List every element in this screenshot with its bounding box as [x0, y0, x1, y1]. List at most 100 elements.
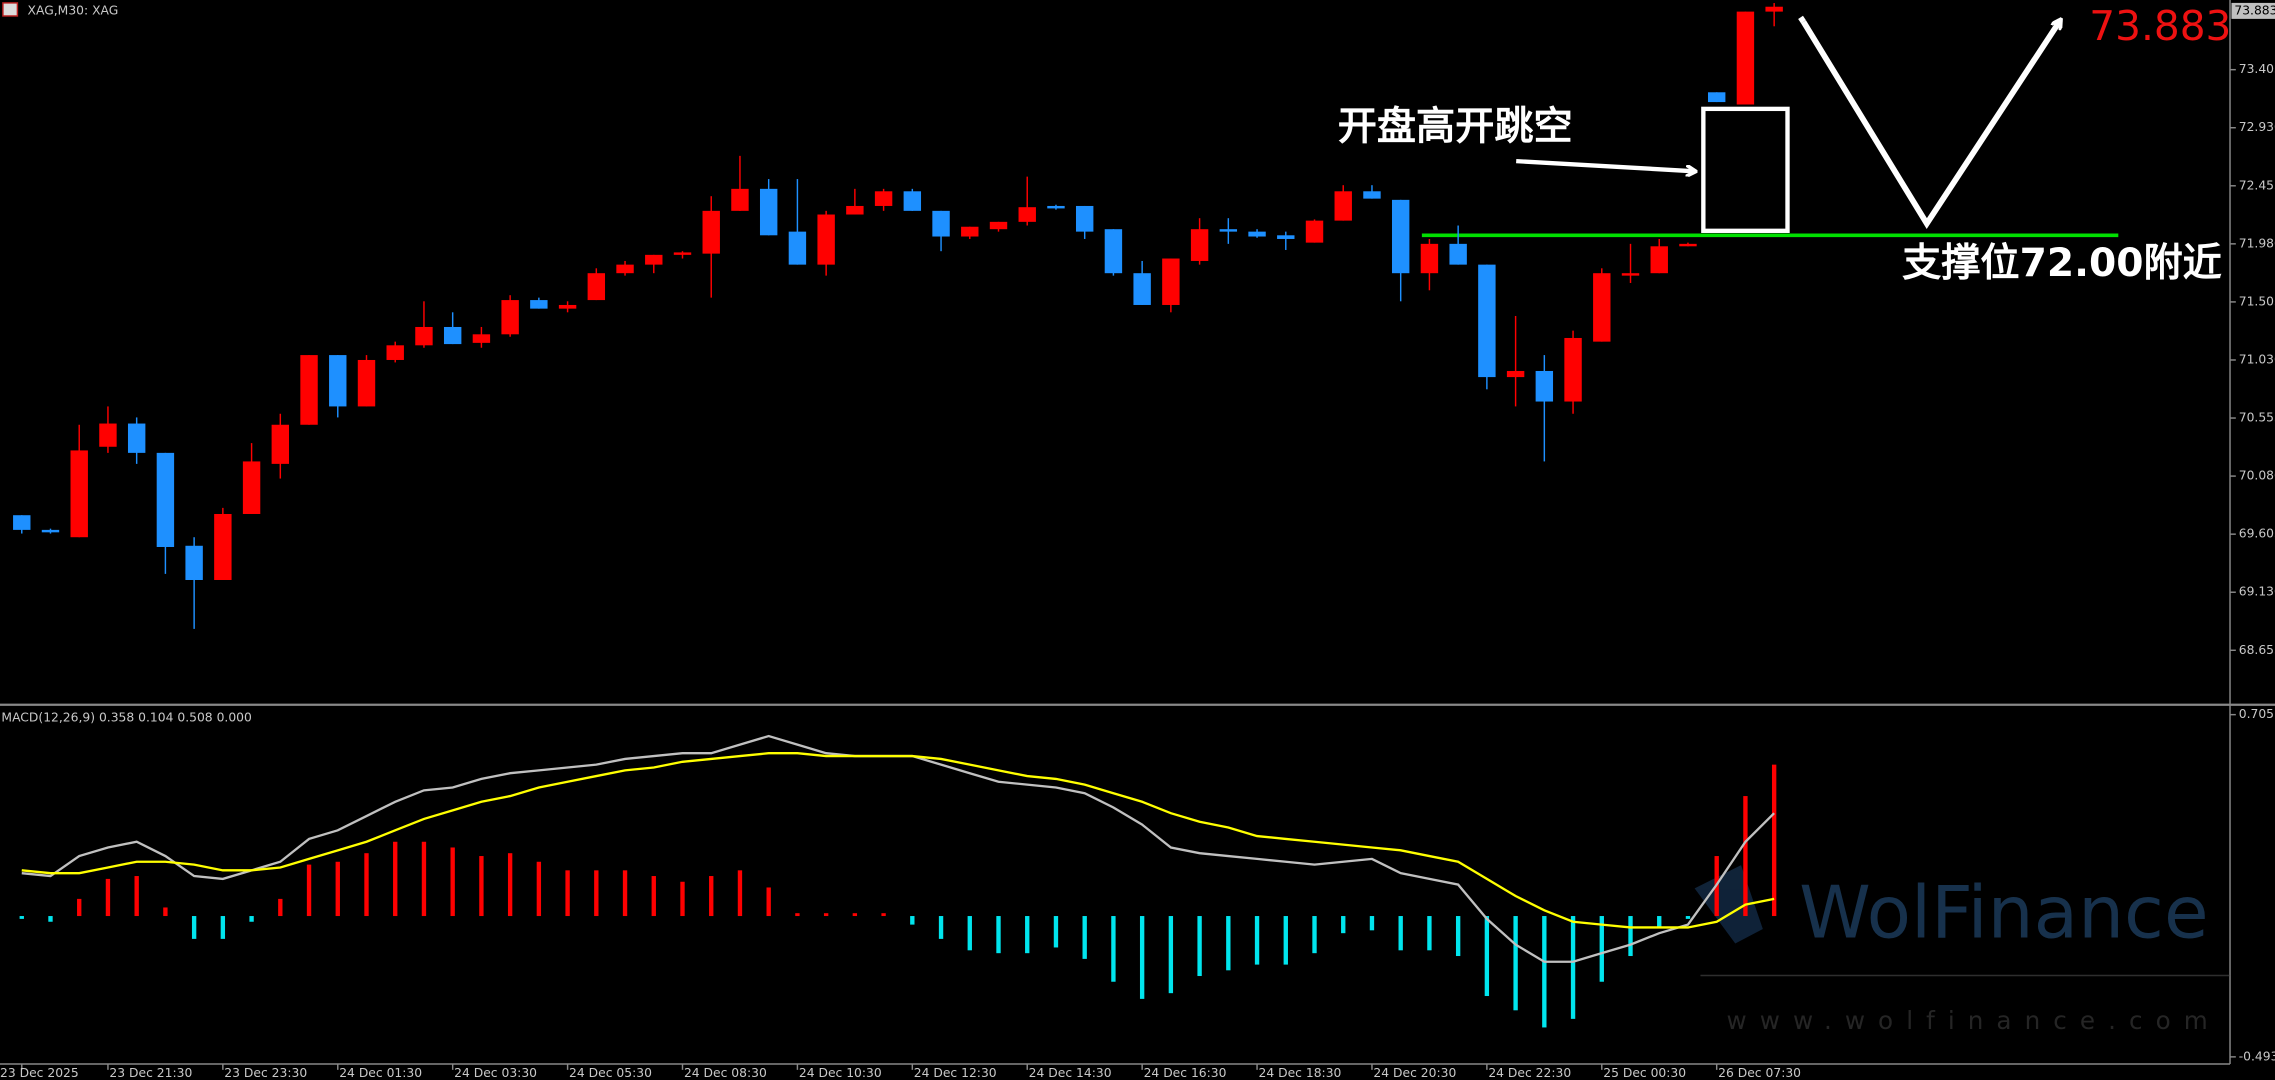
candle-body [1621, 273, 1640, 276]
candle-body [989, 221, 1008, 230]
candle-body [1305, 220, 1324, 243]
candle-body [1133, 273, 1151, 305]
macd-histogram-bar [996, 916, 1001, 954]
macd-histogram-bar [1455, 916, 1461, 957]
macd-histogram-bar [1743, 796, 1748, 917]
macd-histogram-bar [450, 847, 455, 917]
macd-histogram-bar [881, 913, 886, 917]
candle-body [903, 191, 922, 211]
macd-histogram-bar [249, 916, 254, 922]
candle-body [156, 452, 175, 547]
macd-histogram-bar [1398, 916, 1403, 951]
candle-body [1391, 199, 1410, 274]
candle-body [530, 300, 548, 309]
candle-body [1707, 92, 1726, 103]
macd-histogram-bar [1226, 916, 1231, 971]
candle-body [759, 188, 778, 236]
macd-histogram-bar [393, 841, 398, 917]
x-tick-label: 24 Dec 08:30 [684, 1066, 767, 1080]
macd-histogram-bar [594, 870, 599, 917]
candle-body [702, 210, 720, 254]
symbol-icon [2, 2, 19, 17]
macd-histogram-bar [1369, 916, 1375, 931]
macd-histogram-bar [191, 916, 197, 939]
macd-histogram-bar [19, 916, 24, 919]
candle-body [961, 226, 979, 237]
price-annotation: 73.883 [2089, 2, 2231, 50]
x-tick-label: 24 Dec 14:30 [1029, 1066, 1112, 1080]
x-tick-label: 24 Dec 05:30 [569, 1066, 652, 1080]
candle-body [932, 210, 950, 237]
macd-histogram-bar [1168, 916, 1174, 994]
candle-body [443, 326, 462, 345]
x-tick-label: 23 Dec 21:30 [109, 1066, 192, 1080]
candle-body [1363, 191, 1381, 199]
candle-body [1736, 11, 1755, 105]
y-tick-label: 70.555 [2239, 411, 2275, 425]
candle-body [1104, 229, 1123, 274]
candle-body [386, 345, 404, 360]
y-tick-label: 71.505 [2239, 294, 2275, 308]
x-tick-label: 24 Dec 18:30 [1259, 1066, 1342, 1080]
candle-body [1277, 235, 1295, 239]
support-annotation: 支撑位72.00附近 [1902, 241, 2222, 286]
x-tick-label: 25 Dec 00:30 [1603, 1066, 1686, 1080]
macd-histogram-bar [306, 864, 312, 917]
candle-body [1506, 370, 1525, 378]
candle-body [501, 300, 519, 335]
macd-histogram-bar [1053, 916, 1059, 948]
candle-body [558, 304, 577, 309]
candle-body [300, 355, 318, 425]
macd-histogram-bar [795, 913, 800, 917]
candle-body [1219, 229, 1238, 232]
macd-histogram-bar [823, 913, 829, 917]
macd-histogram-bar [105, 878, 111, 917]
y-tick-label: -0.493 [2239, 1049, 2275, 1063]
candle-body [874, 191, 893, 206]
macd-histogram-bar [1312, 916, 1317, 954]
watermark-url: www.wolfinance.com [1727, 1006, 2221, 1035]
macd-histogram-bar [1341, 916, 1346, 934]
chart-header: XAG,M30: XAG [28, 3, 119, 17]
macd-histogram-bar [479, 856, 484, 917]
macd-histogram-bar [421, 841, 427, 917]
candle-body [1420, 243, 1439, 274]
macd-histogram-bar [220, 916, 226, 939]
macd-histogram-bar [852, 913, 858, 917]
candle-body [1162, 258, 1180, 305]
candle-body [1018, 207, 1036, 222]
x-tick-label: 23 Dec 2025 [0, 1066, 79, 1080]
candle-body [1075, 205, 1094, 232]
candle-body [357, 359, 376, 407]
y-tick-label: 72.930 [2239, 120, 2275, 134]
macd-histogram-bar [1685, 916, 1691, 919]
macd-histogram-bar [1254, 916, 1260, 965]
macd-histogram-bar [766, 887, 771, 917]
candle-body [731, 188, 749, 211]
x-tick-label: 23 Dec 23:30 [224, 1066, 307, 1080]
candle-body [587, 273, 606, 301]
candle-body [846, 205, 864, 215]
candle-body [1564, 337, 1582, 402]
y-tick-label: 70.080 [2239, 469, 2275, 483]
macd-histogram-bar [1283, 916, 1288, 965]
macd-histogram-bar [1657, 916, 1662, 928]
macd-histogram-bar [48, 916, 53, 922]
macd-histogram-bar [709, 876, 714, 917]
candle-body [13, 515, 31, 530]
macd-histogram-bar [1484, 916, 1490, 997]
y-tick-label: 72.455 [2239, 178, 2275, 192]
y-tick-label: 69.605 [2239, 527, 2275, 541]
x-tick-label: 24 Dec 16:30 [1144, 1066, 1227, 1080]
macd-histogram-bar [1139, 916, 1145, 999]
candle-body [214, 513, 232, 580]
y-tick-label: 0.705 [2239, 707, 2274, 721]
candle-body [185, 545, 203, 580]
macd-histogram-bar [1599, 916, 1604, 982]
candle-body [1248, 231, 1266, 237]
last-price-label: 73.883 [2234, 3, 2275, 17]
gap-arrow [1516, 158, 1694, 171]
macd-histogram-bar [967, 916, 972, 951]
macd-histogram-bar [364, 853, 369, 917]
